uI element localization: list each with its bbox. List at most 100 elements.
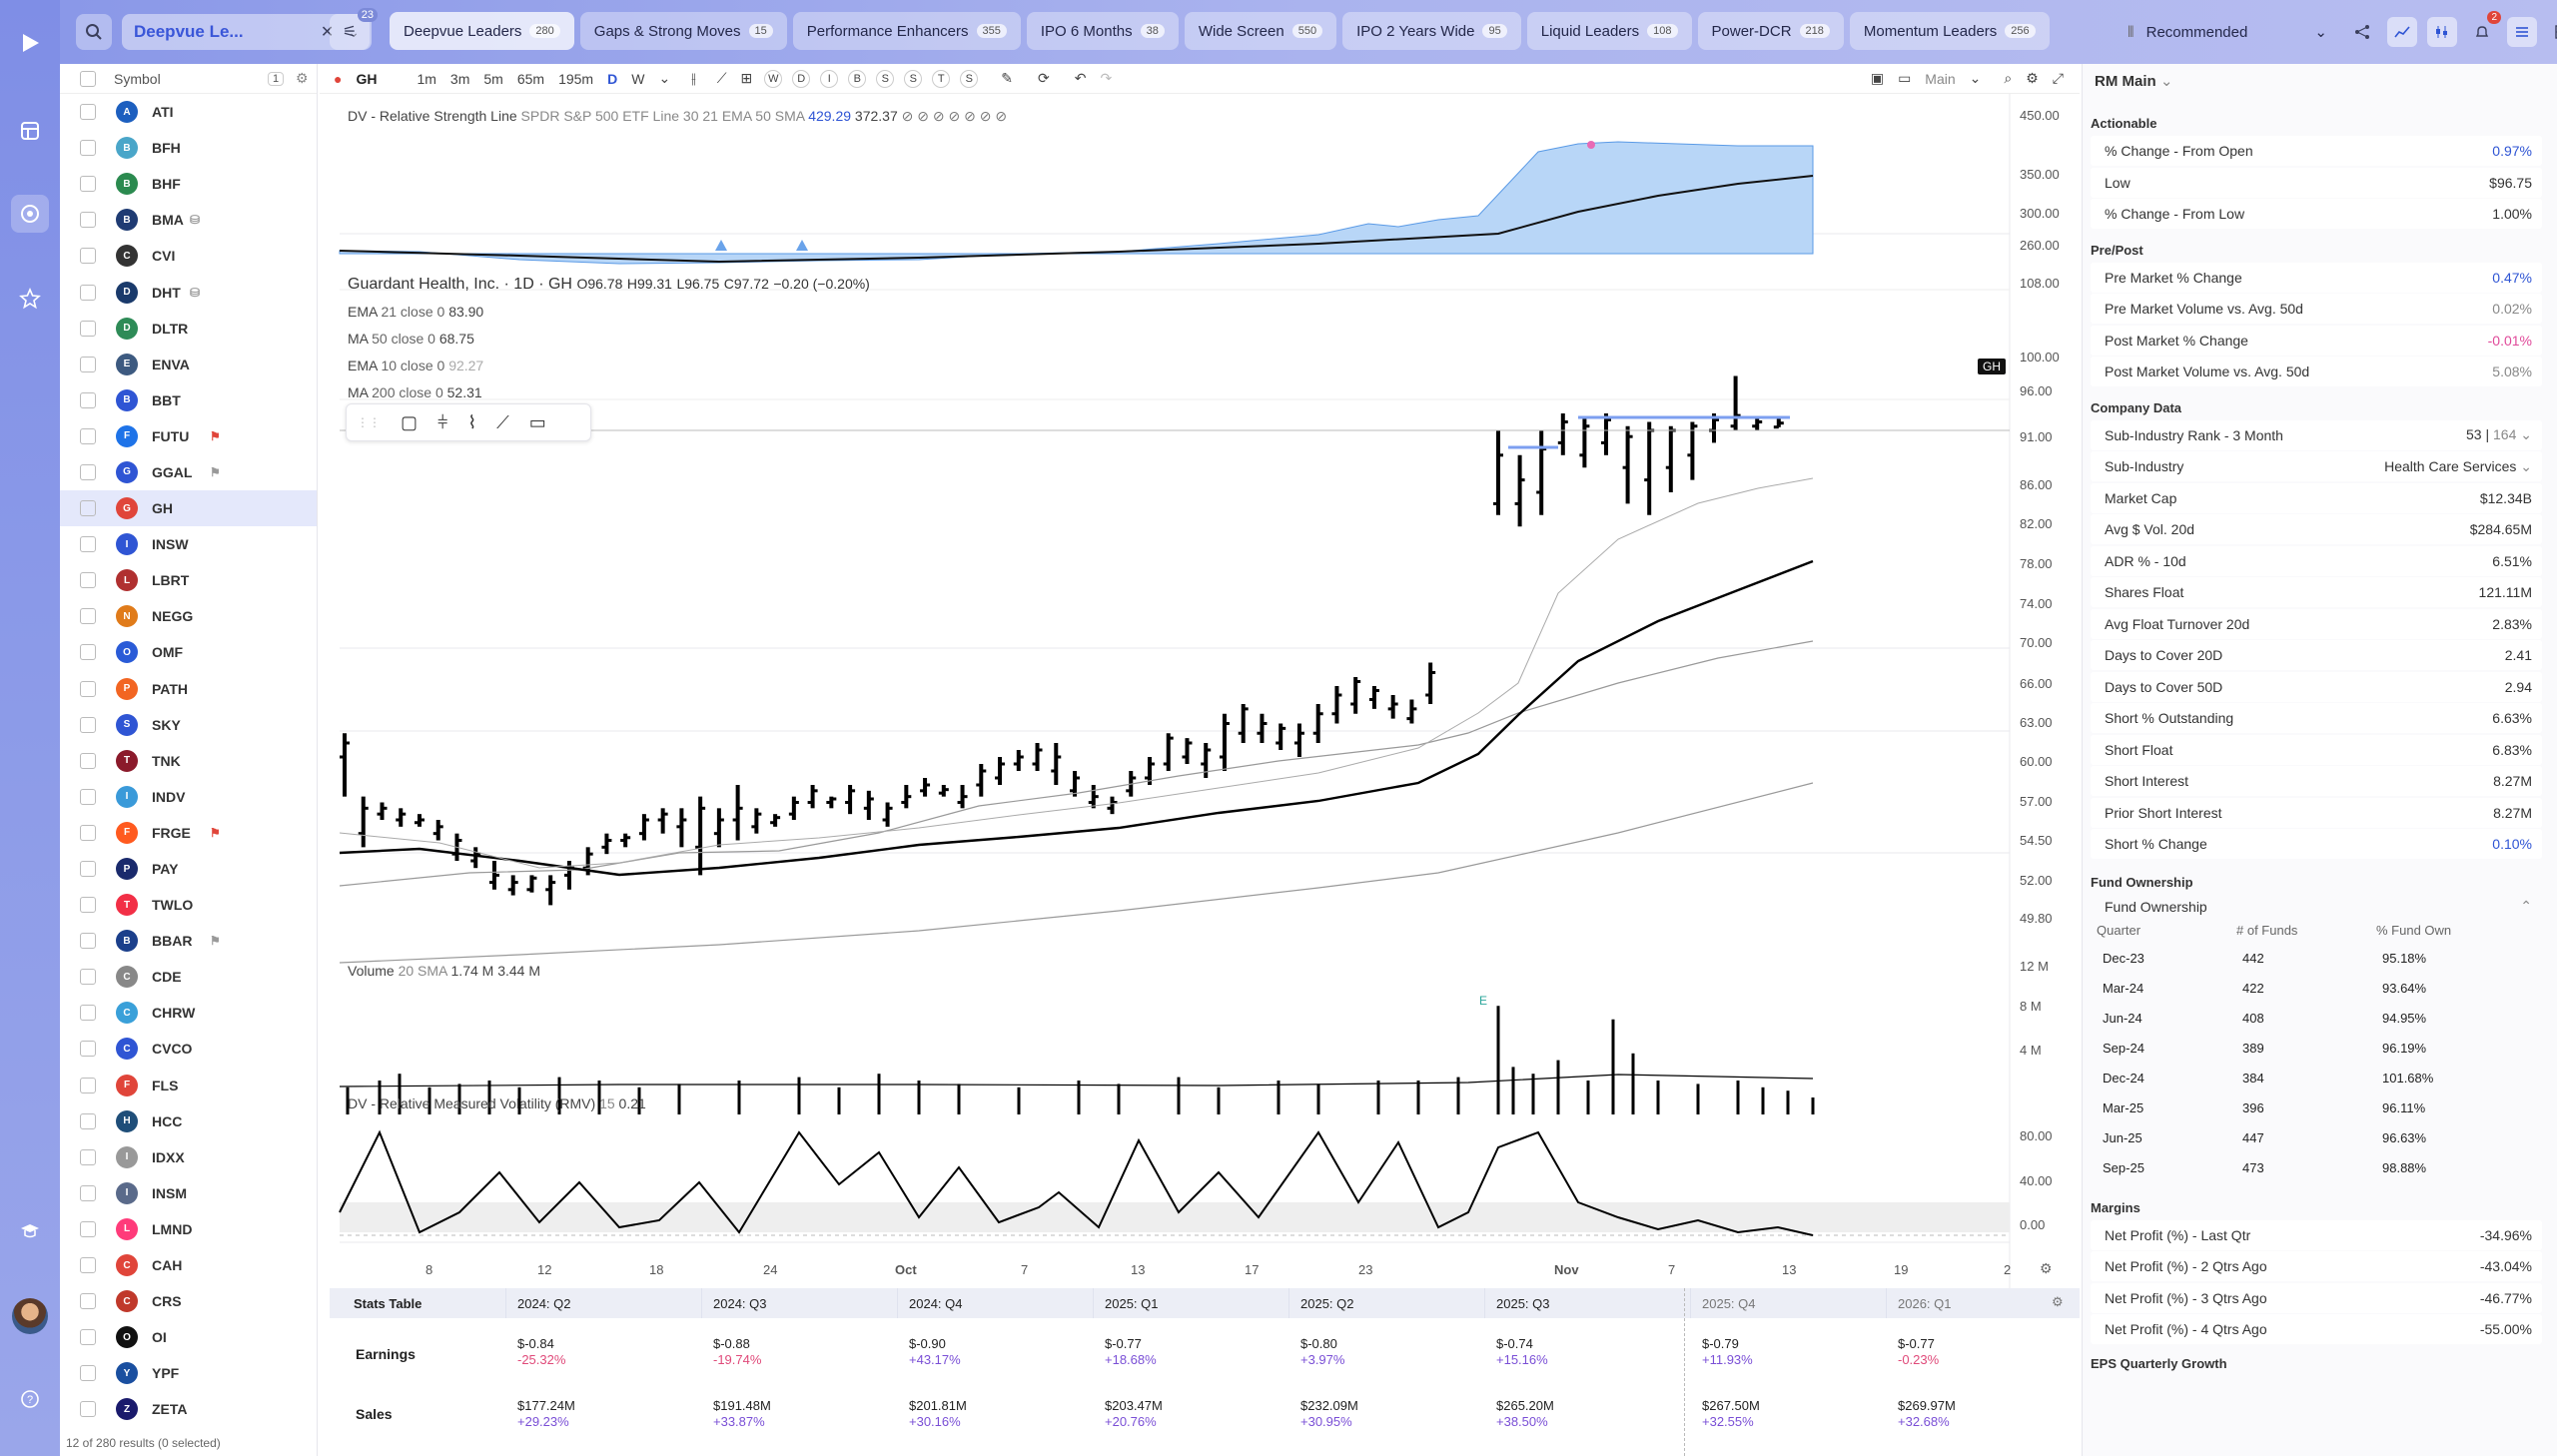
panel-title[interactable]: RM Main ⌄ [2095,72,2172,90]
grid-view-icon[interactable] [2547,17,2557,47]
search-button[interactable] [76,14,112,50]
flag-icon[interactable]: ⚑ [210,428,221,443]
period-button[interactable]: T [932,69,951,88]
magnify-icon[interactable]: ⌕ [2004,70,2013,86]
watchlist-row[interactable]: F FUTU ⚑ [60,418,317,454]
watchlist-row[interactable]: E ENVA [60,347,317,382]
chart-canvas[interactable]: E [320,94,2080,1288]
share-icon[interactable] [2347,17,2377,47]
timeframe-3m[interactable]: 3m [449,70,470,87]
row-checkbox[interactable] [80,644,96,661]
watchlist-select[interactable]: Deepvue Le... ✕ ⌄ [122,14,372,50]
watchlist-row[interactable]: P PAY [60,851,317,887]
watchlist-row[interactable]: O OMF [60,634,317,670]
period-button[interactable]: S [904,69,923,88]
row-checkbox[interactable] [80,680,96,697]
row-checkbox[interactable] [80,1077,96,1093]
rectangle-tool-icon[interactable]: ▢ [401,411,419,432]
tab-wide-screen[interactable]: Wide Screen 550 [1184,12,1337,50]
timeframe-5m[interactable]: 5m [483,70,503,87]
watchlist-row[interactable]: Z ZETA [60,1391,317,1427]
timeframe-1m[interactable]: 1m [417,70,436,87]
charts-icon[interactable] [11,195,49,233]
star-icon[interactable] [11,280,49,318]
row-checkbox[interactable] [80,1112,96,1129]
watchlist-row[interactable]: H HCC [60,1103,317,1139]
dashboard-icon[interactable] [11,112,49,150]
data-row[interactable]: Sub-Industry Rank - 3 Month 53 | 164 ⌄ [2091,419,2542,450]
axis-settings-icon[interactable]: ⚙ [2040,1260,2053,1276]
row-checkbox[interactable] [80,1401,96,1418]
watchlist-row[interactable]: S SKY [60,707,317,743]
chart-view-icon[interactable] [2387,17,2417,47]
row-checkbox[interactable] [80,933,96,950]
comment-tool-icon[interactable]: ▭ [528,411,546,432]
watchlist-row[interactable]: T TWLO [60,887,317,923]
tab-power-dcr[interactable]: Power-DCR 218 [1697,12,1844,50]
chevron-down-icon[interactable]: ⌄ [348,23,360,40]
folder-icon[interactable]: ▭ [1898,70,1912,86]
layout-name[interactable]: Main [1925,70,1956,87]
row-checkbox[interactable] [80,1257,96,1274]
chart-symbol[interactable]: GH [356,70,378,87]
timeframe-195m[interactable]: 195m [558,70,594,87]
indicator-legend[interactable]: MA 50 close 0 68.75 [348,331,474,347]
watchlist-row[interactable]: D DHT ⛁ [60,274,317,310]
watchlist-row[interactable]: C CVCO [60,1031,317,1067]
watchlist-row[interactable]: B BFH [60,130,317,166]
watchlist-row[interactable]: O OI [60,1319,317,1355]
candle-tool-icon[interactable]: ⫩ [437,411,448,432]
watchlist-row[interactable]: I INDV [60,779,317,815]
row-checkbox[interactable] [80,1148,96,1165]
filter-button[interactable]: ⚟ 23 [330,8,378,50]
watchlist-row[interactable]: D DLTR [60,311,317,347]
row-checkbox[interactable] [80,500,96,517]
learn-icon[interactable] [11,1212,49,1250]
watchlist-row[interactable]: B BHF [60,166,317,202]
row-checkbox[interactable] [80,391,96,408]
watchlist-row[interactable]: A ATI [60,94,317,130]
watchlist-row[interactable]: C CVI [60,238,317,274]
timeframe-W[interactable]: W [631,70,645,87]
watchlist-row[interactable]: I INSW [60,526,317,562]
drag-handle-icon[interactable]: ⋮⋮ [357,415,381,429]
watchlist-row[interactable]: L LMND [60,1211,317,1247]
row-checkbox[interactable] [80,716,96,733]
indicator-legend[interactable]: EMA 10 close 0 92.27 [348,358,483,373]
row-checkbox[interactable] [80,1005,96,1022]
period-button[interactable]: D [792,69,811,88]
watchlist-row[interactable]: C CAH [60,1247,317,1283]
data-row[interactable]: Sub-Industry Health Care Services ⌄ [2091,451,2542,481]
watchlist-row[interactable]: C CHRW [60,995,317,1031]
row-checkbox[interactable] [80,572,96,589]
stats-settings-icon[interactable]: ⚙ [2052,1294,2064,1309]
row-checkbox[interactable] [80,1365,96,1382]
watchlist-row[interactable]: L LBRT [60,562,317,598]
row-checkbox[interactable] [80,320,96,337]
period-button[interactable]: B [848,69,867,88]
flag-icon[interactable]: ⚑ [210,934,221,949]
candle-view-icon[interactable] [2427,17,2457,47]
line-chart-icon[interactable]: ⟋ [716,70,727,86]
watchlist-row[interactable]: C CDE [60,959,317,995]
watchlist-row[interactable]: B BBT [60,382,317,418]
row-checkbox[interactable] [80,608,96,625]
watchlist-row[interactable]: N NEGG [60,598,317,634]
tab-performance-enhancers[interactable]: Performance Enhancers 355 [792,12,1021,50]
refresh-icon[interactable]: ⟳ [1038,70,1050,86]
watchlist-row[interactable]: F FLS [60,1068,317,1103]
chart-settings-icon[interactable]: ⚙ [2026,70,2039,86]
brush-tool-icon[interactable]: ⌇ [467,411,477,432]
database-icon[interactable]: ⛁ [190,285,201,300]
indicator-legend[interactable]: MA 200 close 0 52.31 [348,384,482,400]
row-checkbox[interactable] [80,897,96,914]
watchlist-row[interactable]: P PATH [60,671,317,707]
row-checkbox[interactable] [80,861,96,878]
earnings-marker[interactable]: E [1479,994,1487,1008]
row-checkbox[interactable] [80,536,96,553]
row-checkbox[interactable] [80,212,96,229]
watchlist-row[interactable]: T TNK [60,743,317,779]
settings-icon[interactable]: ⚙ [296,70,309,86]
row-checkbox[interactable] [80,1293,96,1310]
row-checkbox[interactable] [80,284,96,301]
